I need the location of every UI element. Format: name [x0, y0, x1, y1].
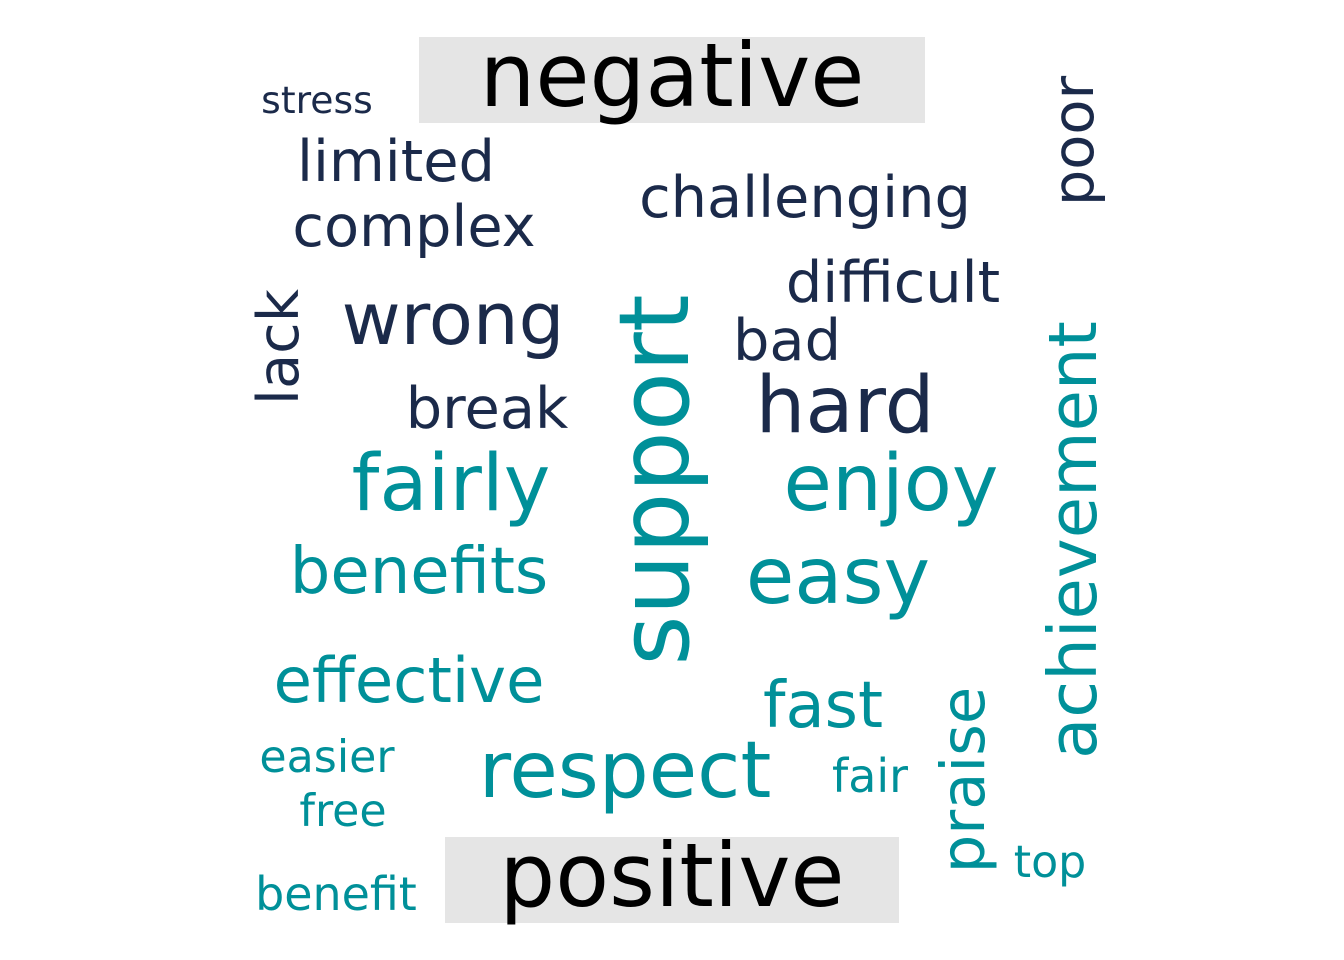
- word-praise: praise: [929, 687, 999, 873]
- word-benefits: benefits: [290, 535, 549, 609]
- word-bad: bad: [733, 307, 841, 374]
- word-enjoy: enjoy: [784, 437, 999, 529]
- word-stress: stress: [261, 78, 373, 122]
- word-hard: hard: [755, 359, 934, 451]
- word-wrong: wrong: [342, 278, 565, 362]
- word-benefit: benefit: [255, 867, 417, 921]
- word-fast: fast: [763, 669, 883, 743]
- word-respect: respect: [479, 724, 772, 816]
- word-poor: poor: [1040, 75, 1107, 206]
- word-fairly: fairly: [352, 437, 551, 529]
- word-difficult: difficult: [786, 249, 1000, 316]
- word-challenging: challenging: [639, 164, 971, 231]
- word-easier: easier: [259, 732, 395, 783]
- word-fair: fair: [832, 749, 908, 803]
- group-label-negative: negative: [480, 24, 865, 127]
- group-label-box-positive: [445, 837, 899, 923]
- word-break: break: [406, 375, 569, 442]
- word-effective: effective: [274, 644, 545, 717]
- word-complex: complex: [292, 193, 535, 260]
- group-label-box-negative: [419, 37, 925, 123]
- word-support: support: [598, 294, 711, 665]
- word-lack: lack: [245, 288, 312, 405]
- group-label-positive: positive: [499, 824, 844, 927]
- word-top: top: [1014, 837, 1087, 888]
- word-achievement: achievement: [1034, 321, 1112, 759]
- word-limited: limited: [297, 128, 495, 195]
- word-free: free: [299, 786, 386, 837]
- word-easy: easy: [746, 530, 930, 622]
